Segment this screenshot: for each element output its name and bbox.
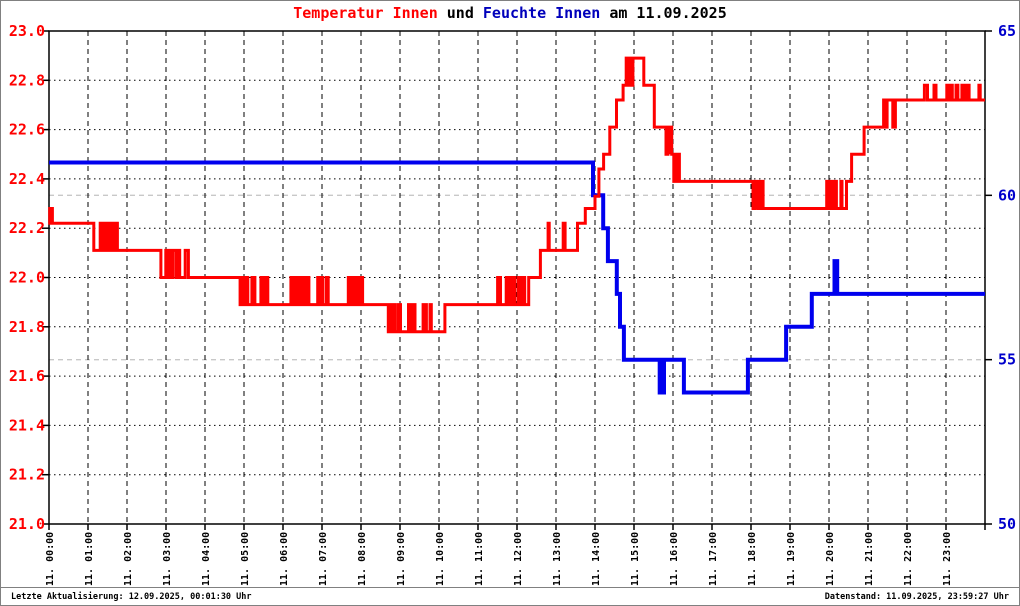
svg-text:11. 15:00: 11. 15:00 [630,532,641,586]
svg-text:11. 04:00: 11. 04:00 [201,532,212,586]
y-axis-left-labels: 23.0 22.8 22.6 22.4 22.2 22.0 21.8 21.6 21.4 21.2… [9,22,45,533]
humidity-line [49,160,985,395]
x-axis-labels: 11. 00:00 11. 01:00 11. 02:00 11. 03:00 11. … [45,532,953,586]
svg-text:11. 19:00: 11. 19:00 [786,532,797,586]
svg-text:11. 01:00: 11. 01:00 [84,532,95,586]
svg-text:11. 17:00: 11. 17:00 [708,532,719,586]
svg-text:11. 09:00: 11. 09:00 [396,532,407,586]
status-bar: Letzte Aktualisierung: 12.09.2025, 00:01… [1,587,1019,605]
svg-text:11. 13:00: 11. 13:00 [552,532,563,586]
svg-text:11. 16:00: 11. 16:00 [669,532,680,586]
plot-frame [48,30,986,525]
svg-text:11. 00:00: 11. 00:00 [45,532,56,586]
chart-area: 23.0 22.8 22.6 22.4 22.2 22.0 21.8 21.6 21.4 21.2… [1,1,1019,588]
chart-canvas: 23.0 22.8 22.6 22.4 22.2 22.0 21.8 21.6 21.4 21.2… [9,22,1016,586]
svg-text:22.6: 22.6 [9,121,45,139]
svg-text:22.4: 22.4 [9,170,45,188]
svg-text:22.0: 22.0 [9,269,45,287]
svg-text:21.4: 21.4 [9,416,45,434]
title-temperature-series: Temperatur Innen [293,4,438,22]
svg-text:11. 14:00: 11. 14:00 [591,532,602,586]
gridlines-vertical [87,31,947,524]
svg-text:11. 07:00: 11. 07:00 [318,532,329,586]
svg-text:21.8: 21.8 [9,318,45,336]
title-humidity-series: Feuchte Innen [482,4,601,22]
svg-text:11. 02:00: 11. 02:00 [123,532,134,586]
svg-text:60: 60 [998,186,1016,204]
svg-text:11. 12:00: 11. 12:00 [513,532,524,586]
svg-text:11. 05:00: 11. 05:00 [240,532,251,586]
y-axis-right-labels: 65 60 55 50 [998,22,1016,533]
svg-text:22.8: 22.8 [9,71,45,89]
svg-text:11. 21:00: 11. 21:00 [864,532,875,586]
svg-text:11. 06:00: 11. 06:00 [279,532,290,586]
svg-text:11. 10:00: 11. 10:00 [435,532,446,586]
svg-text:11. 11:00: 11. 11:00 [474,532,485,586]
svg-text:11. 03:00: 11. 03:00 [162,532,173,586]
data-state-text: Datenstand: 11.09.2025, 23:59:27 Uhr [824,591,1009,602]
svg-text:11. 20:00: 11. 20:00 [825,532,836,586]
svg-text:50: 50 [998,515,1016,533]
svg-text:21.2: 21.2 [9,466,45,484]
svg-text:11. 22:00: 11. 22:00 [903,532,914,586]
svg-text:11. 18:00: 11. 18:00 [747,532,758,586]
title-date: am 11.09.2025 [600,4,727,22]
chart-title: Temperatur Innen und Feuchte Innen am 11… [1,4,1019,22]
svg-text:11. 23:00: 11. 23:00 [942,532,953,586]
temperature-line [48,56,985,334]
last-update-text: Letzte Aktualisierung: 12.09.2025, 00:01… [11,591,252,602]
title-conjunction: und [437,4,483,22]
svg-text:23.0: 23.0 [9,22,45,40]
svg-text:11. 08:00: 11. 08:00 [357,532,368,586]
axis-ticks [42,30,992,530]
svg-text:21.0: 21.0 [9,515,45,533]
svg-text:65: 65 [998,22,1016,40]
svg-text:55: 55 [998,351,1016,369]
svg-text:22.2: 22.2 [9,219,45,237]
svg-text:21.6: 21.6 [9,367,45,385]
